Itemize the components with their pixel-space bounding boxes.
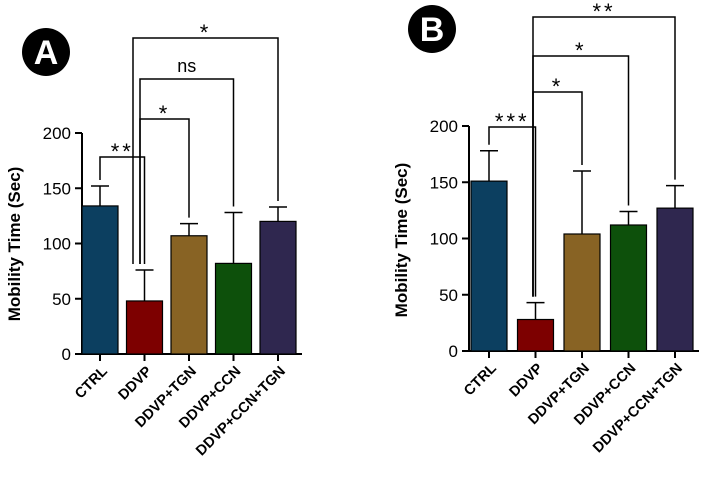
y-axis-title: Mobility Time (Sec) [5,167,24,322]
significance-label: *** [495,109,530,134]
significance-label: * [575,38,587,63]
significance-label: ** [111,139,134,164]
y-tick-label: 0 [449,342,458,361]
bar-ddvp-ccn-tgn [259,220,297,355]
bar-ctrl [81,205,119,355]
bar-ddvp-tgn [170,235,208,355]
significance-label: ns [177,56,196,76]
bar-ddvp-tgn [563,233,601,352]
bar-ddvp-ccn [214,262,253,355]
x-tick-label: DDVP+CCN+TGN [590,361,686,457]
bar-ddvp [125,300,164,355]
bar-ctrl [470,180,508,352]
significance-bracket [139,78,235,265]
y-tick-label: 200 [43,124,71,143]
y-tick-label: 100 [430,230,458,249]
y-tick-label: 50 [439,286,458,305]
bar-ddvp-ccn [609,224,648,352]
x-tick-label: CTRL [461,360,500,399]
panel-badge [408,5,456,53]
panel-label: A [34,34,59,72]
y-tick-label: 200 [430,117,458,136]
bar-ddvp [516,318,555,352]
x-tick-label: DDVP [507,360,547,400]
y-tick-label: 150 [430,173,458,192]
significance-label: * [159,101,171,126]
y-axis-title: Mobility Time (Sec) [392,163,411,318]
significance-label: ** [592,0,615,24]
significance-bracket [99,156,146,265]
panel-label: B [420,11,445,49]
y-tick-label: 0 [62,345,71,364]
bar-ddvp-ccn-tgn [656,207,694,352]
significance-bracket [132,37,279,265]
significance-label: * [552,74,564,99]
significance-bracket [532,16,676,297]
y-tick-label: 50 [52,290,71,309]
panel-badge [22,28,70,76]
y-tick-label: 100 [43,235,71,254]
significance-bracket [488,126,537,297]
y-tick-label: 150 [43,179,71,198]
significance-label: * [200,20,212,45]
chart-panel-a: A 0 50 100 150 200 Mobility Time (Sec) CTRL DDVP… [5,20,302,459]
x-tick-label: DDVP [116,363,156,403]
x-tick-label: CTRL [72,363,111,402]
